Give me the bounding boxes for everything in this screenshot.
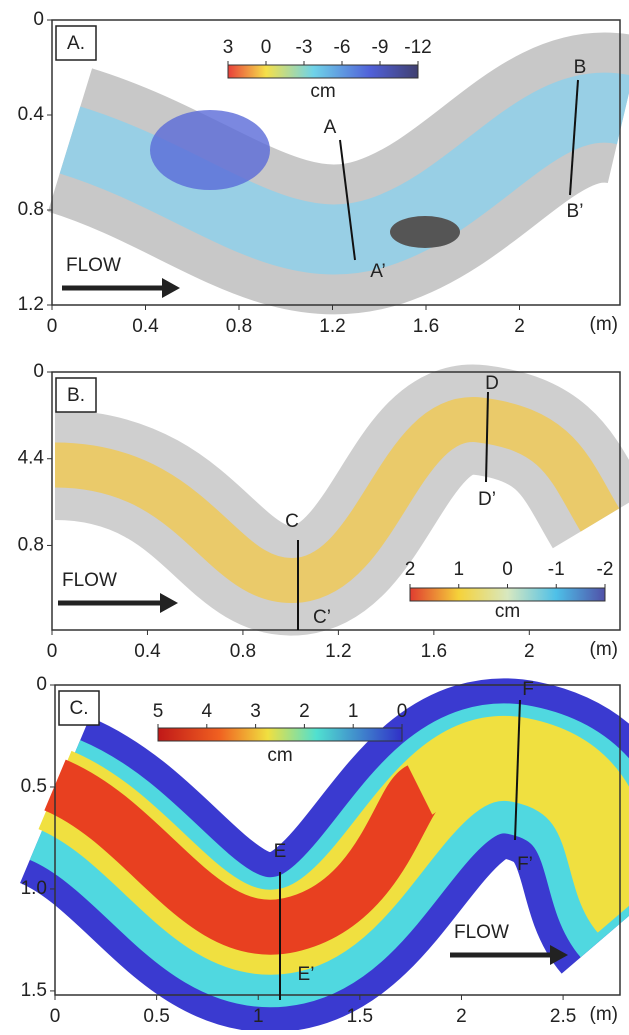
x-tick-label: 1.5: [347, 1006, 373, 1027]
colorbar-tick-label: 0: [261, 37, 272, 58]
colorbar-tick-label: 3: [250, 701, 261, 722]
colorbar: [409, 587, 606, 602]
y-tick-label: 1.2: [18, 294, 44, 315]
y-tick-label: 0: [36, 674, 47, 695]
flow-arrowhead: [162, 278, 180, 298]
x-tick-label: 1: [253, 1006, 264, 1027]
colorbar-label: cm: [495, 601, 520, 622]
x-tick-label: 0.4: [132, 316, 159, 337]
plot-frame: [51, 19, 621, 306]
colorbar-tick-label: -6: [334, 37, 351, 58]
flow-arrowhead: [550, 945, 568, 965]
panel-label-box: [55, 25, 97, 61]
panel-label-box: [55, 377, 97, 413]
flow-arrowhead: [160, 593, 178, 613]
x-tick-label: 1.6: [413, 316, 439, 337]
plot-frame: [54, 684, 621, 996]
colorbar-label: cm: [310, 81, 335, 102]
channel-b: [52, 364, 629, 636]
colorbar-tick-label: -1: [548, 559, 565, 580]
colorbar-tick-label: 2: [299, 701, 310, 722]
panel-label-box: [58, 690, 100, 726]
y-tick-label: 0.8: [18, 199, 44, 220]
section-label: D: [485, 373, 499, 394]
y-tick-label: 1.5: [21, 980, 47, 1001]
x-tick-label: 0.5: [143, 1006, 169, 1027]
panel-label: A.: [67, 33, 85, 54]
channel-c: [16, 678, 629, 1033]
x-tick-label: 0: [50, 1006, 61, 1027]
x-axis-label: (m): [590, 314, 618, 335]
x-tick-label: 1.2: [325, 641, 351, 662]
x-axis-label: (m): [590, 1004, 618, 1025]
colorbar-tick-label: 0: [502, 559, 513, 580]
section-line: [569, 79, 579, 196]
colorbar-tick-label: -12: [404, 37, 431, 58]
colorbar-tick-label: 5: [153, 701, 164, 722]
colorbar-tick-label: 4: [202, 701, 213, 722]
colorbar-tick-label: -3: [296, 37, 313, 58]
colorbar-tick-label: -2: [597, 559, 614, 580]
flow-label: FLOW: [66, 255, 121, 276]
x-tick-label: 1.6: [421, 641, 447, 662]
x-axis-label: (m): [590, 639, 618, 660]
y-tick-label: 0: [33, 9, 44, 30]
x-tick-label: 0: [47, 641, 58, 662]
colorbar-tick-label: 0: [397, 701, 408, 722]
colorbar-tick-label: 2: [405, 559, 416, 580]
y-tick-label: 0.4: [18, 104, 45, 125]
y-tick-label: 1.0: [21, 878, 47, 899]
flow-label: FLOW: [62, 570, 117, 591]
y-tick-label: 0.8: [18, 534, 44, 555]
section-label: E: [274, 841, 287, 862]
section-label: C: [285, 511, 299, 532]
x-tick-label: 2: [514, 316, 525, 337]
x-tick-label: 0.8: [226, 316, 252, 337]
section-label: B: [574, 57, 587, 78]
section-label: C’: [313, 607, 331, 628]
flow-label: FLOW: [454, 922, 509, 943]
colorbar: [157, 727, 403, 742]
plot-frame: [51, 371, 621, 631]
x-tick-label: 2: [524, 641, 535, 662]
x-tick-label: 0: [47, 316, 58, 337]
x-tick-label: 0.4: [134, 641, 161, 662]
y-tick-label: 4.4: [18, 448, 45, 469]
y-tick-label: 0.5: [21, 776, 47, 797]
colorbar-tick-label: 1: [453, 559, 464, 580]
section-line: [514, 699, 521, 841]
x-tick-label: 1.2: [319, 316, 345, 337]
x-tick-label: 2.5: [550, 1006, 576, 1027]
x-tick-label: 0.8: [230, 641, 256, 662]
colorbar: [227, 64, 419, 79]
section-label: F’: [517, 854, 533, 875]
colorbar-tick-label: -9: [372, 37, 389, 58]
section-label: D’: [478, 489, 496, 510]
colorbar-label: cm: [267, 745, 292, 766]
section-label: A’: [370, 261, 385, 282]
y-tick-label: 0: [33, 361, 44, 382]
section-line: [485, 391, 489, 483]
section-label: F: [522, 679, 534, 700]
section-label: B’: [567, 201, 584, 222]
channel-a: [46, 32, 629, 315]
x-tick-label: 2: [456, 1006, 467, 1027]
colorbar-tick-label: 1: [348, 701, 359, 722]
section-line: [339, 139, 356, 261]
section-label: E’: [298, 964, 315, 985]
panel-label: B.: [67, 385, 85, 406]
section-label: A: [324, 117, 337, 138]
colorbar-tick-label: 3: [223, 37, 234, 58]
panel-label: C.: [70, 698, 89, 719]
